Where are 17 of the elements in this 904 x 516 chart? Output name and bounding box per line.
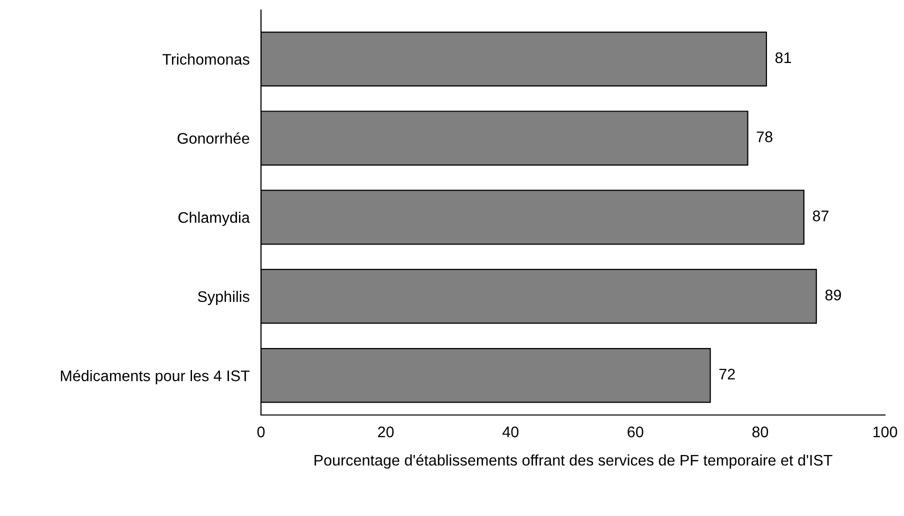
data-label: 78 [756, 131, 772, 142]
data-label: 72 [719, 368, 735, 380]
y-tick-label: Trichomonas [162, 54, 250, 65]
x-tick-label: 100 [873, 426, 898, 438]
y-tick-label: Chlamydia [178, 212, 250, 226]
x-tick-label: 40 [502, 426, 518, 438]
y-tick-label: Syphilis [198, 290, 250, 306]
x-tick-label: 0 [257, 426, 265, 438]
data-label: 81 [775, 52, 792, 64]
x-tick-label: 80 [752, 426, 768, 438]
data-label: 89 [825, 290, 841, 300]
x-tick-label: 60 [628, 426, 644, 438]
data-label: 87 [812, 210, 828, 222]
x-axis-title: Pourcentage d'établissements offrant des services de PF temporaire et d'IST [314, 454, 832, 469]
y-tick-label: Médicaments pour les 4 IST [60, 370, 250, 384]
y-tick-label: Gonorrhée [178, 132, 250, 144]
x-tick-label: 20 [378, 426, 394, 438]
